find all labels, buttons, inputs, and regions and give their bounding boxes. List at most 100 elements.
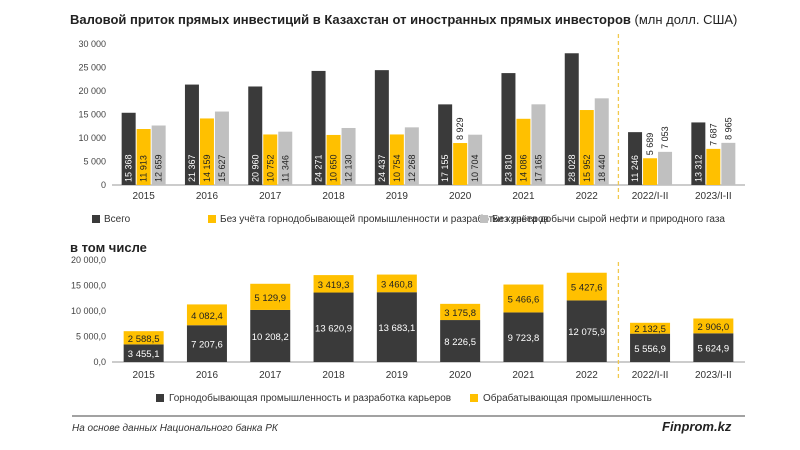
total-fdi-chart: 0 5 000 10 000 15 000 20 000 25 000 30 000 15 3… <box>78 34 745 225</box>
data-label: 12 268 <box>407 154 417 182</box>
data-label: 7 687 <box>708 123 718 146</box>
y-tick-label: 20 000,0 <box>71 255 106 265</box>
data-label: 23 810 <box>503 154 513 182</box>
x-tick-label: 2018 <box>322 191 345 202</box>
bar-mining <box>250 309 291 362</box>
data-label-manufacturing: 3 460,8 <box>381 279 413 290</box>
data-label: 8 929 <box>455 118 465 141</box>
data-label: 10 704 <box>470 154 480 182</box>
source-note: На основе данных Национального банка РК <box>72 423 278 434</box>
data-label-mining: 5 556,9 <box>634 344 666 355</box>
data-label-mining: 13 620,9 <box>315 323 352 334</box>
bar-mining <box>503 312 544 362</box>
data-label-manufacturing: 2 588,5 <box>128 334 160 345</box>
data-label: 14 159 <box>202 154 212 182</box>
bar-mining <box>440 320 481 362</box>
y-tick-label: 0,0 <box>93 357 106 367</box>
bar <box>389 134 404 185</box>
bar <box>121 112 136 185</box>
data-label-mining: 3 455,1 <box>128 349 160 360</box>
bar <box>214 111 229 185</box>
bar <box>278 131 293 185</box>
data-label-manufacturing: 5 427,6 <box>571 283 603 294</box>
data-label: 12 659 <box>154 154 164 182</box>
data-label-manufacturing: 4 082,4 <box>191 311 223 322</box>
chart-subtitle: в том числе <box>70 240 147 255</box>
bar <box>453 143 468 185</box>
legend-swatch <box>208 215 216 223</box>
bar-manufacturing <box>186 304 227 326</box>
data-label: 18 440 <box>597 154 607 182</box>
legend-swatch <box>480 215 488 223</box>
data-label-mining: 12 075,9 <box>568 327 605 338</box>
data-label-mining: 7 207,6 <box>191 340 223 351</box>
bar <box>706 148 721 185</box>
bar <box>516 118 531 185</box>
y-tick-label: 0 <box>101 180 106 190</box>
bar-manufacturing <box>440 303 481 321</box>
bar-mining <box>186 325 227 362</box>
bar <box>151 125 166 185</box>
bar <box>501 73 516 185</box>
bar <box>579 110 594 185</box>
y-tick-label: 5 000,0 <box>76 332 106 342</box>
bar <box>326 134 341 185</box>
bar <box>311 70 326 185</box>
bar <box>404 127 419 185</box>
bar <box>721 142 736 185</box>
bar-manufacturing <box>313 275 354 293</box>
bar <box>199 118 214 185</box>
legend-swatch <box>92 215 100 223</box>
data-label-mining: 9 723,8 <box>508 333 540 344</box>
bar <box>628 132 643 185</box>
legend-label: Без учёта горнодобывающей промышленности… <box>220 213 549 225</box>
x-tick-label: 2016 <box>196 370 219 381</box>
y-tick-label: 25 000 <box>78 63 106 73</box>
data-label-mining: 13 683,1 <box>378 323 415 334</box>
data-label: 8 965 <box>723 117 733 140</box>
data-label: 14 086 <box>518 154 528 182</box>
data-label: 11 913 <box>139 155 149 182</box>
data-label: 15 627 <box>217 154 227 182</box>
bar <box>691 122 706 185</box>
data-label: 28 028 <box>567 154 577 182</box>
bar-mining <box>123 344 164 362</box>
x-tick-label: 2022/I-II <box>632 191 669 202</box>
y-tick-label: 10 000 <box>78 133 106 143</box>
bar-mining <box>313 292 354 362</box>
y-tick-label: 10 000,0 <box>71 306 106 316</box>
bar <box>341 127 356 185</box>
data-label-manufacturing: 3 175,8 <box>444 308 476 319</box>
legend-swatch <box>470 394 478 402</box>
legend-label: Всего <box>104 214 131 225</box>
bar-manufacturing <box>503 284 544 313</box>
x-tick-label: 2017 <box>259 191 282 202</box>
data-label: 24 271 <box>314 154 324 182</box>
bar-manufacturing <box>630 322 671 334</box>
data-label: 20 960 <box>250 154 260 182</box>
legend-label: Обрабатывающая промышленность <box>483 392 652 404</box>
bar-mining <box>376 292 417 362</box>
x-tick-label: 2021 <box>512 191 535 202</box>
x-tick-label: 2023/I-II <box>695 191 732 202</box>
data-label: 5 689 <box>645 133 655 156</box>
x-tick-label: 2022 <box>576 191 599 202</box>
x-tick-label: 2021 <box>512 370 535 381</box>
x-tick-label: 2022 <box>576 370 599 381</box>
chart-title: Валовой приток прямых инвестиций в Казах… <box>70 12 738 27</box>
x-tick-label: 2022/I-II <box>632 370 669 381</box>
bar <box>438 104 453 185</box>
data-label-manufacturing: 5 129,9 <box>254 293 286 304</box>
x-tick-label: 2015 <box>133 191 156 202</box>
bar-manufacturing <box>123 331 164 345</box>
bar <box>184 84 199 185</box>
bar <box>658 151 673 185</box>
bar-mining <box>693 333 734 362</box>
x-tick-label: 2019 <box>386 191 409 202</box>
data-label: 13 312 <box>693 154 703 182</box>
x-tick-label: 2015 <box>133 370 156 381</box>
data-label: 10 650 <box>329 154 339 182</box>
bar <box>136 129 151 185</box>
data-label: 21 367 <box>187 154 197 182</box>
